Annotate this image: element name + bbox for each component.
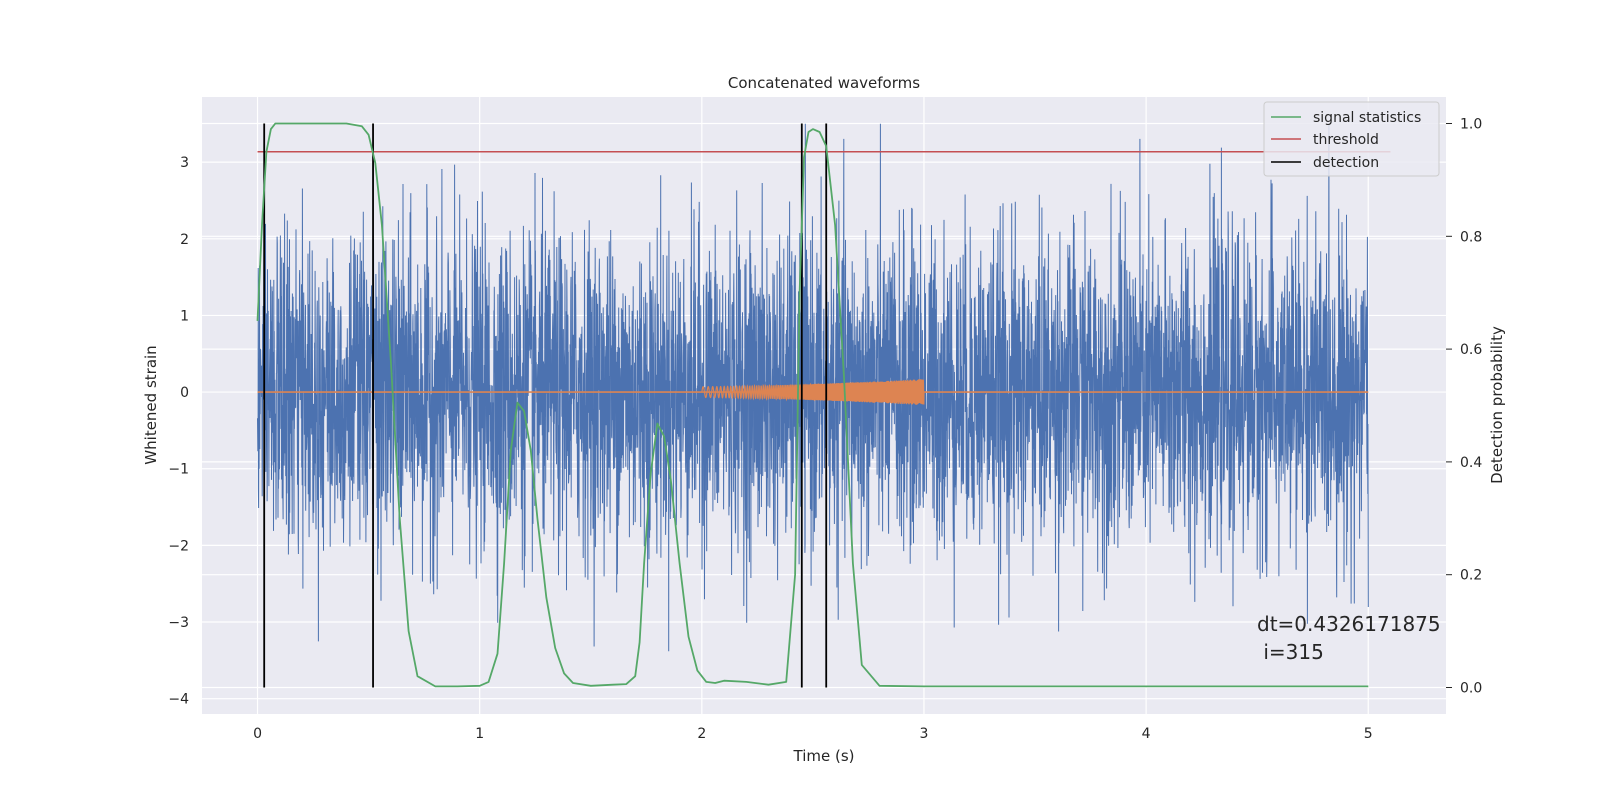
- x-tick-label: 0: [253, 726, 262, 742]
- y-tick-label-right: 0.4: [1460, 455, 1482, 471]
- legend-label-detection: detection: [1313, 155, 1379, 171]
- x-tick-label: 3: [920, 726, 929, 742]
- annotation-i: i=315: [1257, 640, 1324, 664]
- y-tick-label: 1: [180, 308, 189, 324]
- x-tick-label: 2: [697, 726, 706, 742]
- y-tick-label-right: 1.0: [1460, 117, 1482, 133]
- y-tick-label-right: 0.6: [1460, 342, 1482, 358]
- y-tick-label-right: 0.0: [1460, 680, 1482, 696]
- signal-statistics-line: [256, 122, 1369, 688]
- x-axis-label: Time (s): [793, 747, 855, 765]
- y-tick-label-right: 0.2: [1460, 568, 1482, 584]
- y-tick-label: 0: [180, 385, 189, 401]
- y-tick-label: −3: [168, 615, 189, 631]
- legend-box: [1263, 101, 1440, 177]
- waveform-chirp: [701, 379, 925, 405]
- signal-statistics-series: [256, 122, 1369, 688]
- y-ticks-right: 0.0 0.2 0.4 0.6 0.8 1.0: [1446, 117, 1482, 696]
- y-axis-label: Whitened strain: [142, 345, 160, 464]
- noise-trace: [257, 123, 1369, 652]
- annotation-dt: dt=0.4326171875: [1257, 612, 1441, 636]
- y-tick-label: −4: [168, 692, 189, 708]
- y-tick-label: 2: [180, 232, 189, 248]
- x-tick-label: 4: [1142, 726, 1151, 742]
- noise-series: [257, 123, 1369, 652]
- y-ticks: −4 −3 −2 −1 0 1 2 3: [168, 155, 189, 708]
- detection-series: [263, 123, 828, 688]
- y-tick-label-right: 0.8: [1460, 229, 1482, 245]
- y-tick-label: 3: [180, 155, 189, 171]
- y-tick-label: −2: [168, 538, 189, 554]
- x-tick-label: 5: [1364, 726, 1373, 742]
- legend-label-threshold: threshold: [1313, 132, 1379, 148]
- y-tick-label: −1: [168, 462, 189, 478]
- legend-label-signal-statistics: signal statistics: [1313, 110, 1421, 126]
- injected-waveform-series: [257, 379, 1369, 405]
- legend: signal statistics threshold detection: [1263, 101, 1440, 177]
- chart-title: Concatenated waveforms: [728, 74, 920, 92]
- x-tick-label: 1: [475, 726, 484, 742]
- x-ticks: 0 1 2 3 4 5: [253, 726, 1373, 742]
- y-axis-label-right: Detection probability: [1488, 326, 1506, 484]
